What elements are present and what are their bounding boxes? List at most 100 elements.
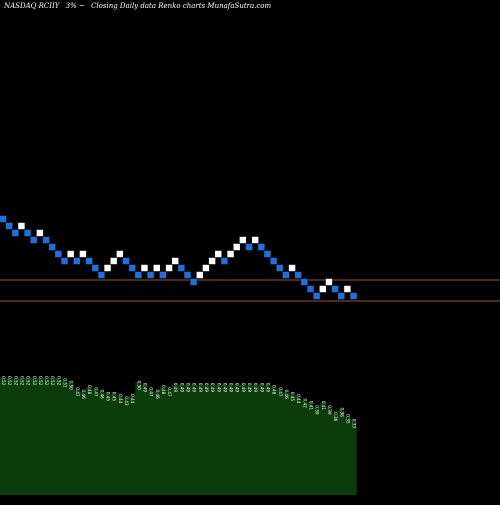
change-label: 3% ~: [65, 2, 85, 10]
volume-area: [0, 378, 357, 495]
volume-label: 0.49: [142, 383, 147, 393]
volume-label: 0.47: [149, 387, 154, 397]
volume-label: 0.46: [284, 390, 289, 400]
renko-brick-down: [220, 257, 229, 265]
renko-brick-down: [97, 271, 106, 279]
renko-brick-up: [36, 229, 44, 237]
renko-brick-down: [269, 257, 278, 265]
volume-label: 0.52: [1, 376, 6, 386]
volume-label: 0.47: [278, 387, 283, 397]
volume-label: 0.47: [75, 387, 80, 397]
renko-brick-down: [282, 271, 290, 279]
renko-brick-down: [294, 271, 303, 279]
volume-label: 0.49: [265, 383, 270, 393]
volume-label: 0.45: [106, 392, 111, 402]
renko-brick-down: [183, 271, 192, 279]
renko-brick-up: [171, 257, 179, 265]
renko-brick-down: [48, 243, 57, 251]
renko-brick-down: [23, 229, 32, 237]
volume-label: 0.39: [315, 405, 320, 415]
volume-label: 0.44: [296, 394, 301, 404]
renko-brick-up: [288, 264, 296, 272]
volume-label: 0.52: [7, 376, 12, 386]
volume-label: 0.49: [173, 383, 178, 393]
volume-label: 0.50: [69, 381, 74, 391]
renko-brick-up: [17, 222, 26, 230]
volume-label: 0.49: [259, 383, 264, 393]
volume-label: 0.49: [222, 383, 227, 393]
renko-brick-up: [196, 271, 204, 279]
volume-label: 0.44: [130, 394, 135, 404]
volume-label: 0.50: [136, 381, 141, 391]
volume-label: 0.47: [167, 387, 172, 397]
renko-brick-up: [251, 236, 259, 244]
volume-label: 0.47: [93, 387, 98, 397]
volume-label: 0.44: [118, 394, 123, 404]
renko-brick-down: [245, 243, 253, 251]
volume-label: 0.33: [352, 419, 357, 429]
volume-label: 0.42: [302, 399, 307, 409]
renko-brick-down: [337, 292, 346, 300]
volume-label: 0.52: [56, 376, 61, 386]
volume-label: 0.49: [241, 383, 246, 393]
renko-brick-up: [226, 250, 235, 258]
volume-label: 0.45: [290, 392, 295, 402]
renko-brick-up: [343, 285, 352, 293]
renko-brick-up: [103, 264, 112, 272]
volume-label: 0.49: [179, 383, 184, 393]
chart-title: Closing Daily data Renko charts MunafaSu…: [91, 2, 272, 10]
renko-brick-down: [11, 229, 20, 237]
volume-label: 0.39: [327, 405, 332, 415]
volume-label: 0.49: [204, 383, 209, 393]
volume-label: 0.49: [186, 383, 191, 393]
renko-brick-down: [0, 215, 7, 223]
volume-label: 0.52: [26, 376, 31, 386]
renko-brick-down: [122, 257, 130, 265]
renko-brick-down: [300, 278, 309, 286]
renko-brick-up: [232, 243, 241, 251]
renko-brick-down: [73, 257, 81, 265]
volume-label: 0.52: [38, 376, 43, 386]
volume-label: 0.46: [99, 390, 104, 400]
volume-label: 0.52: [13, 376, 18, 386]
renko-brick-down: [177, 264, 186, 272]
renko-brick-up: [239, 236, 247, 244]
renko-brick-down: [159, 271, 167, 279]
volume-label: 0.35: [345, 414, 350, 424]
volume-label: 0.46: [155, 390, 160, 400]
volume-label: 0.49: [235, 383, 240, 393]
renko-brick-up: [116, 250, 124, 258]
volume-label: 0.49: [192, 383, 197, 393]
renko-brick-up: [202, 264, 210, 272]
renko-brick-down: [349, 292, 358, 300]
volume-label: 0.49: [198, 383, 203, 393]
volume-label: 0.49: [247, 383, 252, 393]
volume-label: 0.43: [124, 396, 129, 406]
renko-brick-up: [318, 285, 327, 293]
renko-brick-up: [79, 250, 87, 258]
volume-label: 0.45: [112, 392, 117, 402]
renko-brick-down: [134, 271, 143, 279]
volume-label: 0.36: [333, 412, 338, 422]
renko-brick-up: [325, 278, 333, 286]
volume-label: 0.41: [309, 401, 314, 411]
renko-brick-down: [85, 257, 93, 265]
renko-brick-down: [54, 250, 63, 258]
volume-label: 0.49: [210, 383, 215, 393]
renko-brick-down: [263, 250, 272, 258]
renko-brick-up: [109, 257, 118, 265]
volume-label: 0.52: [44, 376, 49, 386]
volume-label: 0.38: [339, 408, 344, 418]
renko-brick-up: [66, 250, 75, 258]
volume-label: 0.49: [229, 383, 234, 393]
volume-label: 0.46: [81, 390, 86, 400]
renko-brick-up: [208, 257, 216, 265]
volume-label: 0.52: [32, 376, 37, 386]
renko-brick-down: [128, 264, 136, 272]
ticker-label: NASDAQ RCIIY: [4, 2, 60, 10]
renko-brick-down: [275, 264, 284, 272]
renko-brick-down: [189, 278, 198, 286]
renko-brick-down: [42, 236, 50, 244]
chart-header: NASDAQ RCIIY 3% ~ Closing Daily data Ren…: [4, 2, 275, 10]
